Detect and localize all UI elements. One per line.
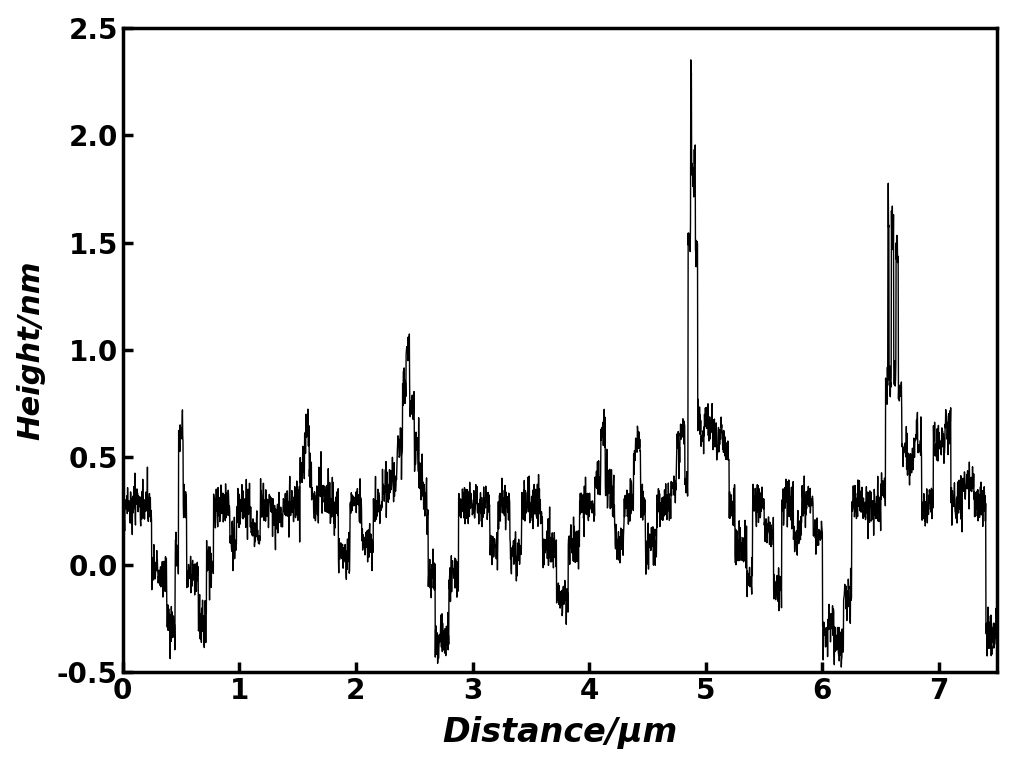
Y-axis label: Height/nm: Height/nm [16, 260, 46, 440]
X-axis label: Distance/μm: Distance/μm [442, 716, 677, 749]
